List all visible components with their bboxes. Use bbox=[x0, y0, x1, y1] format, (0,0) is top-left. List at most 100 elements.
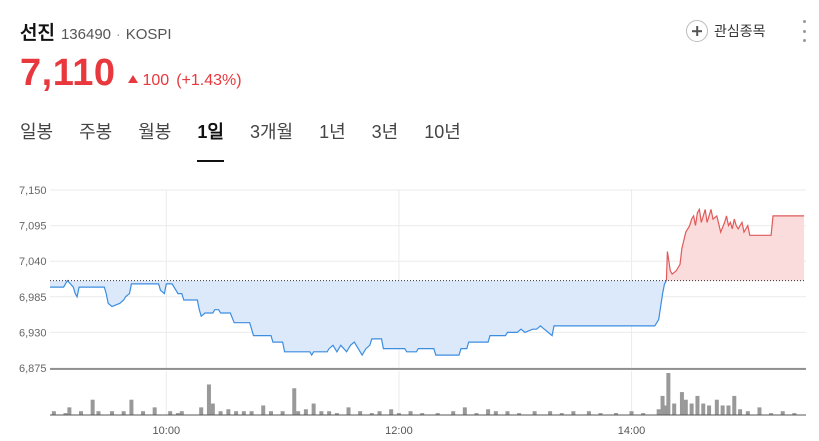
volume-bar bbox=[420, 413, 425, 415]
volume-bar bbox=[334, 413, 339, 415]
tab-monthly[interactable]: 월봉 bbox=[138, 122, 172, 142]
volume-bar bbox=[462, 407, 467, 415]
volume-bar bbox=[532, 411, 537, 415]
volume-bar bbox=[241, 411, 246, 415]
tab-3year[interactable]: 3년 bbox=[371, 122, 399, 142]
y-tick-label: 6,985 bbox=[19, 292, 47, 304]
tab-daily[interactable]: 일봉 bbox=[20, 122, 54, 142]
volume-bar bbox=[79, 411, 84, 415]
volume-bar bbox=[319, 411, 324, 415]
volume-bar bbox=[199, 407, 204, 415]
volume-bar bbox=[141, 411, 146, 415]
volume-bar bbox=[435, 413, 440, 415]
price-area-up bbox=[666, 209, 805, 281]
y-tick-label: 6,930 bbox=[19, 327, 47, 339]
volume-bar bbox=[175, 413, 180, 415]
y-tick-label: 7,095 bbox=[19, 221, 47, 233]
volume-bar bbox=[168, 411, 173, 415]
volume-bar bbox=[67, 407, 72, 415]
tab-weekly[interactable]: 주봉 bbox=[79, 122, 113, 142]
volume-bar bbox=[210, 403, 215, 415]
volume-bar bbox=[598, 413, 603, 415]
stock-name: 선진 bbox=[20, 23, 55, 44]
watchlist-label: 관심종목 bbox=[714, 23, 766, 39]
volume-bar bbox=[656, 409, 661, 415]
market-name: KOSPI bbox=[125, 26, 172, 43]
tab-3month[interactable]: 3개월 bbox=[249, 122, 294, 142]
volume-bar bbox=[303, 409, 308, 415]
volume-bar bbox=[614, 413, 619, 415]
volume-bar bbox=[369, 413, 374, 415]
volume-bar bbox=[586, 411, 591, 415]
volume-bar bbox=[474, 413, 479, 415]
volume-bar bbox=[226, 409, 231, 415]
volume-bar bbox=[769, 413, 774, 415]
price-line-up bbox=[665, 207, 805, 281]
volume-bar bbox=[90, 399, 95, 415]
volume-bar bbox=[792, 413, 797, 415]
volume-bar bbox=[96, 411, 101, 415]
volume-bar bbox=[629, 411, 634, 415]
tab-10year[interactable]: 10년 bbox=[424, 122, 461, 142]
tab-1year[interactable]: 1년 bbox=[319, 122, 346, 142]
volume-bar bbox=[110, 411, 115, 415]
y-tick-label: 7,040 bbox=[19, 256, 47, 268]
volume-bar bbox=[63, 413, 68, 415]
volume-bar bbox=[745, 411, 750, 415]
volume-bar bbox=[451, 411, 456, 415]
volume-bar bbox=[396, 413, 401, 415]
add-watchlist-button[interactable]: 관심종목 bbox=[686, 18, 766, 44]
volume-bar bbox=[408, 411, 413, 415]
volume-bar bbox=[152, 407, 157, 415]
volume-bar bbox=[296, 411, 301, 415]
volume-bar bbox=[780, 411, 785, 415]
volume-bar bbox=[121, 411, 126, 415]
period-tabs: 일봉 주봉 월봉 1일 3개월 1년 3년 10년 bbox=[20, 118, 487, 162]
volume-bar bbox=[701, 403, 706, 415]
volume-bar bbox=[292, 388, 297, 415]
volume-bar bbox=[206, 384, 211, 415]
current-price: 7,110 bbox=[20, 52, 116, 94]
volume-bar bbox=[234, 411, 239, 415]
price-line-down bbox=[50, 279, 667, 357]
more-vertical-icon[interactable] bbox=[800, 20, 808, 42]
volume-bar bbox=[683, 399, 688, 415]
volume-bar bbox=[720, 405, 725, 415]
x-tick-label: 10:00 bbox=[153, 425, 181, 437]
volume-bar bbox=[327, 411, 332, 415]
volume-bar bbox=[732, 395, 737, 415]
volume-bar bbox=[660, 395, 665, 415]
stock-code: 136490 bbox=[60, 26, 112, 43]
volume-bar bbox=[689, 403, 694, 415]
volume-bar bbox=[707, 405, 712, 415]
volume-bar bbox=[505, 411, 510, 415]
change-percent: (+1.43%) bbox=[176, 72, 242, 89]
y-tick-label: 7,150 bbox=[19, 185, 47, 197]
volume-bar bbox=[261, 405, 266, 415]
volume-bar bbox=[559, 413, 564, 415]
volume-bar bbox=[280, 411, 285, 415]
separator-dot: · bbox=[116, 26, 121, 42]
volume-bar bbox=[679, 392, 684, 415]
volume-bar bbox=[346, 407, 351, 415]
volume-bar bbox=[389, 409, 394, 415]
intraday-chart[interactable]: 6,875 6,930 6,985 7,040 7,095 7,150 10:00 12:00… bbox=[0, 175, 819, 441]
plus-circle-icon bbox=[686, 20, 708, 42]
chart-svg: 6,875 6,930 6,985 7,040 7,095 7,150 10:00 12:00… bbox=[19, 185, 806, 437]
y-tick-label: 6,875 bbox=[19, 363, 47, 375]
price-change: 100 (+1.43%) bbox=[127, 72, 242, 90]
volume-bar bbox=[738, 409, 743, 415]
volume-bar bbox=[311, 403, 316, 415]
stock-header: 선진 136490 · KOSPI bbox=[20, 18, 172, 44]
volume-bar bbox=[757, 407, 762, 415]
volume-bar bbox=[218, 411, 223, 415]
volume-bar bbox=[666, 373, 671, 415]
volume-bar bbox=[571, 411, 576, 415]
tab-1day[interactable]: 1일 bbox=[197, 118, 224, 162]
volume-bar bbox=[672, 403, 677, 415]
volume-bar bbox=[129, 399, 134, 415]
volume-bar bbox=[641, 413, 646, 415]
volume-bar bbox=[51, 411, 56, 415]
volume-bar bbox=[249, 411, 254, 415]
price-area-down bbox=[50, 280, 667, 356]
